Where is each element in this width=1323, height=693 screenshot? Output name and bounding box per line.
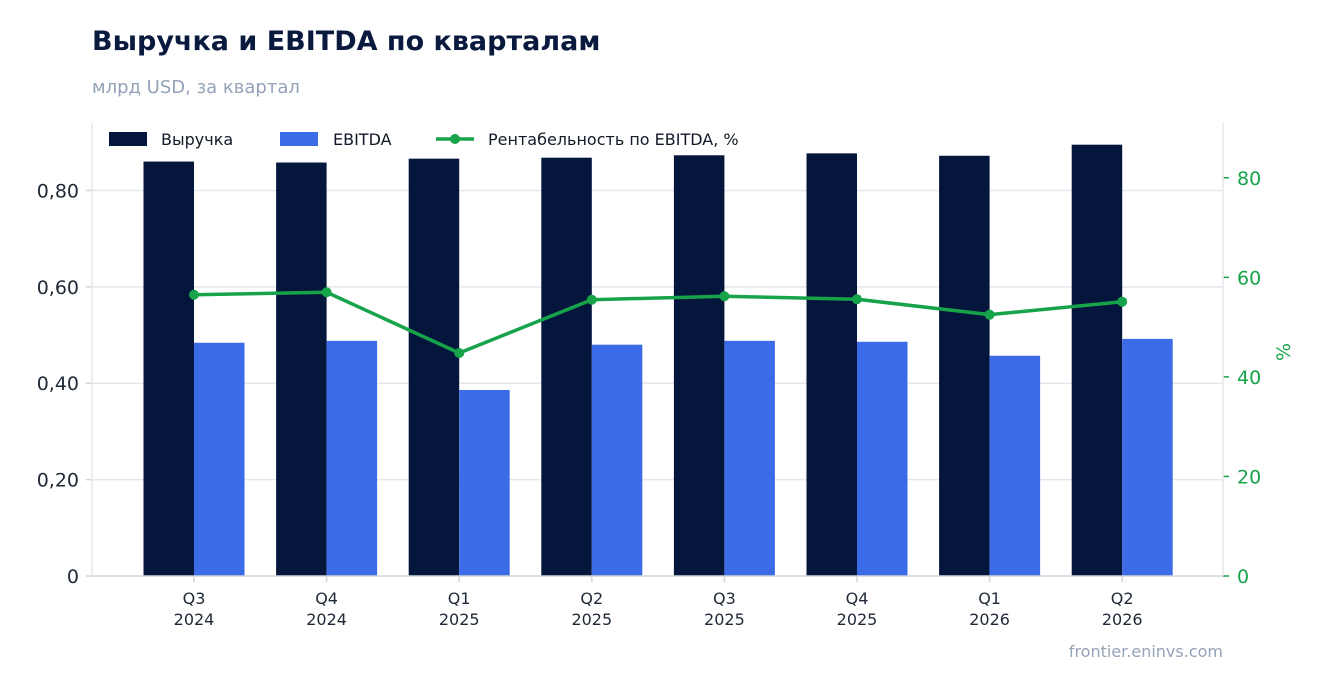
- y-right-axis-label: %: [1273, 343, 1295, 361]
- chart-subtitle: млрд USD, за квартал: [92, 77, 300, 98]
- ebitda-bar: [591, 344, 643, 576]
- x-tick-year: 2025: [837, 610, 878, 629]
- margin-point: [1117, 296, 1128, 307]
- margin-point: [321, 287, 332, 298]
- margin-point: [852, 294, 862, 305]
- revenue-bar: [939, 155, 990, 577]
- margin-point: [719, 291, 730, 302]
- ebitda-bar: [326, 340, 378, 576]
- revenue-bar: [806, 153, 857, 576]
- legend-swatch-revenue: [109, 132, 147, 146]
- legend-label-ebitda: EBITDA: [333, 130, 392, 149]
- revenue-bar: [1071, 144, 1123, 577]
- x-tick-quarter: Q3: [713, 589, 736, 608]
- ebitda-bar: [1122, 338, 1173, 576]
- ebitda-bar: [194, 342, 245, 576]
- x-tick-year: 2025: [704, 610, 745, 629]
- margin-line: [193, 290, 1123, 355]
- ebitda-bar: [724, 340, 775, 576]
- x-tick-year: 2025: [439, 610, 480, 629]
- y-left-tick-label: 0,60: [37, 277, 79, 299]
- x-tick-year: 2024: [306, 610, 347, 629]
- margin-point: [586, 294, 597, 305]
- margin-point: [454, 347, 465, 358]
- ebitda-bar: [459, 389, 510, 576]
- chart-title: Выручка и EBITDA по кварталам: [92, 26, 601, 57]
- x-tick-year: 2024: [174, 610, 215, 629]
- y-left-tick-label: 0,80: [37, 180, 79, 202]
- x-tick-quarter: Q1: [978, 589, 1001, 608]
- y-right-tick-label: 60: [1237, 267, 1261, 289]
- revenue-bar: [541, 157, 592, 576]
- y-left-tick-label: 0: [67, 566, 79, 588]
- margin-point: [189, 289, 199, 300]
- x-tick-quarter: Q3: [183, 589, 206, 608]
- x-tick-quarter: Q4: [846, 589, 869, 608]
- legend-label-margin: Рентабельность по EBITDA, %: [488, 130, 739, 149]
- legend-marker-margin: [450, 134, 460, 144]
- y-left-tick-label: 0,40: [37, 373, 79, 395]
- margin-point: [984, 309, 995, 320]
- y-right-tick-label: 0: [1237, 566, 1249, 588]
- ebitda-bar: [857, 341, 908, 576]
- y-right-tick-label: 40: [1237, 367, 1261, 389]
- legend-swatch-ebitda: [280, 132, 318, 146]
- legend-label-revenue: Выручка: [161, 130, 233, 149]
- x-tick-quarter: Q2: [580, 589, 603, 608]
- revenue-bar: [408, 158, 460, 577]
- revenue-bar: [276, 162, 327, 576]
- x-tick-quarter: Q2: [1111, 589, 1134, 608]
- revenue-bar: [673, 155, 725, 576]
- x-tick-quarter: Q1: [448, 589, 471, 608]
- y-left-tick-label: 0,20: [37, 470, 79, 492]
- y-right-tick-label: 80: [1237, 168, 1261, 190]
- x-tick-quarter: Q4: [315, 589, 338, 608]
- y-right-tick-label: 20: [1237, 466, 1261, 488]
- source-footer: frontier.eninvs.com: [1068, 642, 1223, 661]
- x-tick-year: 2025: [571, 610, 612, 629]
- ebitda-bar: [989, 355, 1041, 576]
- x-tick-year: 2026: [969, 610, 1010, 629]
- revenue-bar: [143, 161, 194, 576]
- x-tick-year: 2026: [1102, 610, 1143, 629]
